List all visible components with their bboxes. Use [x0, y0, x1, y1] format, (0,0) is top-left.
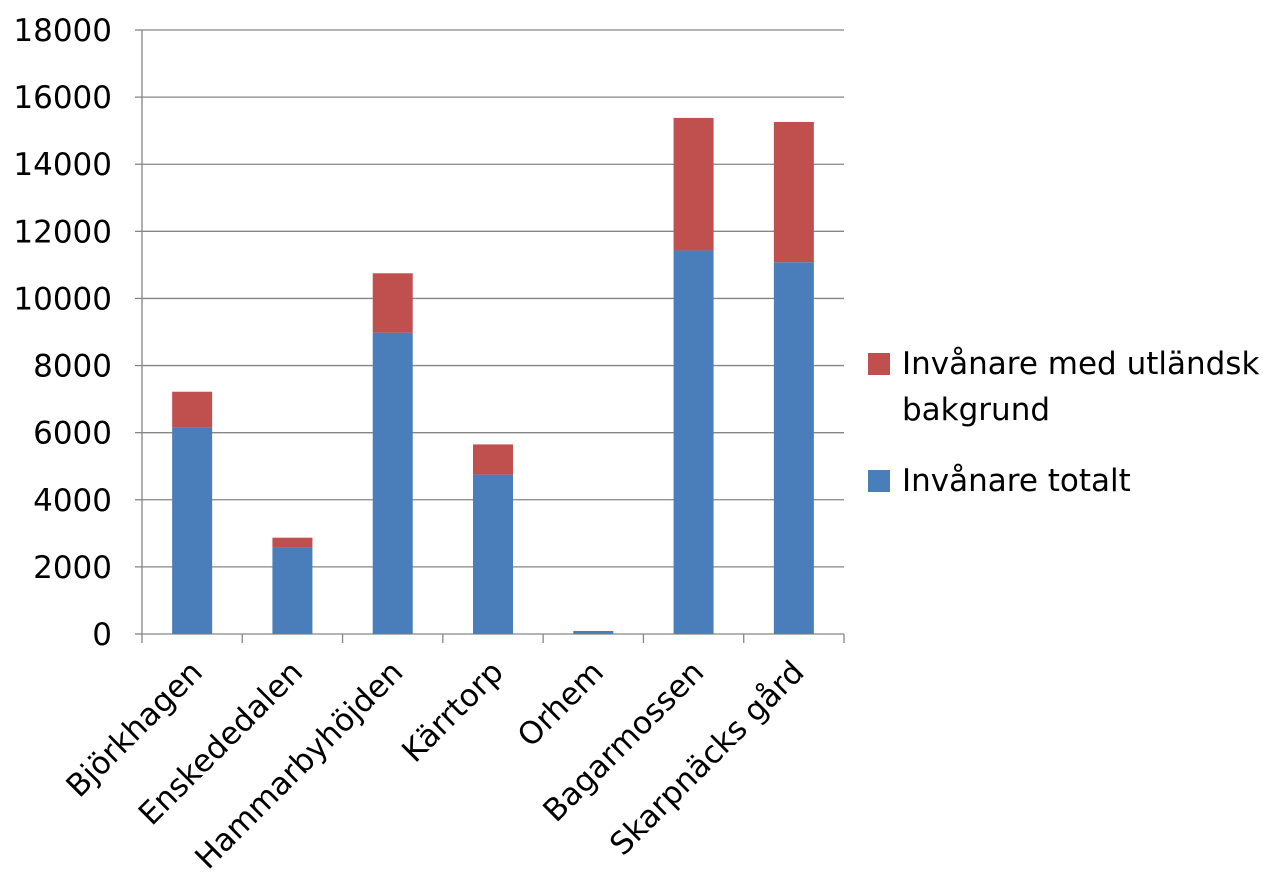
- bar-invanare-utlandsk-bakgrund: [272, 537, 313, 548]
- legend-label: Invånare med utländsk: [902, 346, 1259, 382]
- y-tick-label: 8000: [33, 349, 112, 385]
- bar-invanare-totalt: [773, 262, 814, 634]
- bars: [172, 117, 814, 634]
- bar-invanare-utlandsk-bakgrund: [673, 117, 714, 251]
- y-tick-label: 0: [92, 617, 112, 653]
- bar-invanare-totalt: [473, 474, 513, 634]
- x-axis-tick-labels: BjörkhagenEnskededalenHammarbyhöjdenKärr…: [59, 654, 811, 876]
- bar-invanare-utlandsk-bakgrund: [172, 391, 213, 428]
- bar-invanare-totalt: [673, 250, 714, 634]
- x-tick-label: Orhem: [511, 654, 611, 754]
- y-axis-tick-labels: 0 2000 4000 6000 8000 10000 12000 14000 16000 180…: [13, 13, 112, 653]
- y-tick-label: 2000: [33, 550, 112, 586]
- bar-invanare-utlandsk-bakgrund: [773, 121, 814, 263]
- bar-invanare-totalt: [573, 631, 614, 634]
- y-tick-label: 4000: [33, 483, 112, 519]
- bar-invanare-totalt: [372, 332, 413, 634]
- y-tick-label: 12000: [13, 214, 112, 250]
- legend-label: Invånare totalt: [902, 463, 1131, 499]
- x-tick-label: Kärrtorp: [395, 654, 510, 769]
- legend-label: bakgrund: [902, 392, 1050, 428]
- y-tick-label: 14000: [13, 147, 112, 183]
- y-tick-label: 18000: [13, 13, 112, 49]
- bar-invanare-totalt: [272, 547, 313, 634]
- gridlines: [142, 29, 844, 568]
- x-tick-label: Skarpnäcks gård: [603, 654, 811, 862]
- legend-swatch: [868, 353, 890, 375]
- y-tick-label: 16000: [13, 80, 112, 116]
- y-tick-label: 6000: [33, 416, 112, 452]
- legend: Invånare med utländsk bakgrund Invånare to…: [868, 346, 1259, 499]
- bar-invanare-totalt: [172, 427, 213, 634]
- bar-invanare-utlandsk-bakgrund: [473, 444, 513, 475]
- y-tick-label: 10000: [13, 281, 112, 317]
- bar-invanare-utlandsk-bakgrund: [573, 630, 614, 632]
- bar-invanare-utlandsk-bakgrund: [372, 273, 413, 333]
- legend-swatch: [868, 470, 890, 492]
